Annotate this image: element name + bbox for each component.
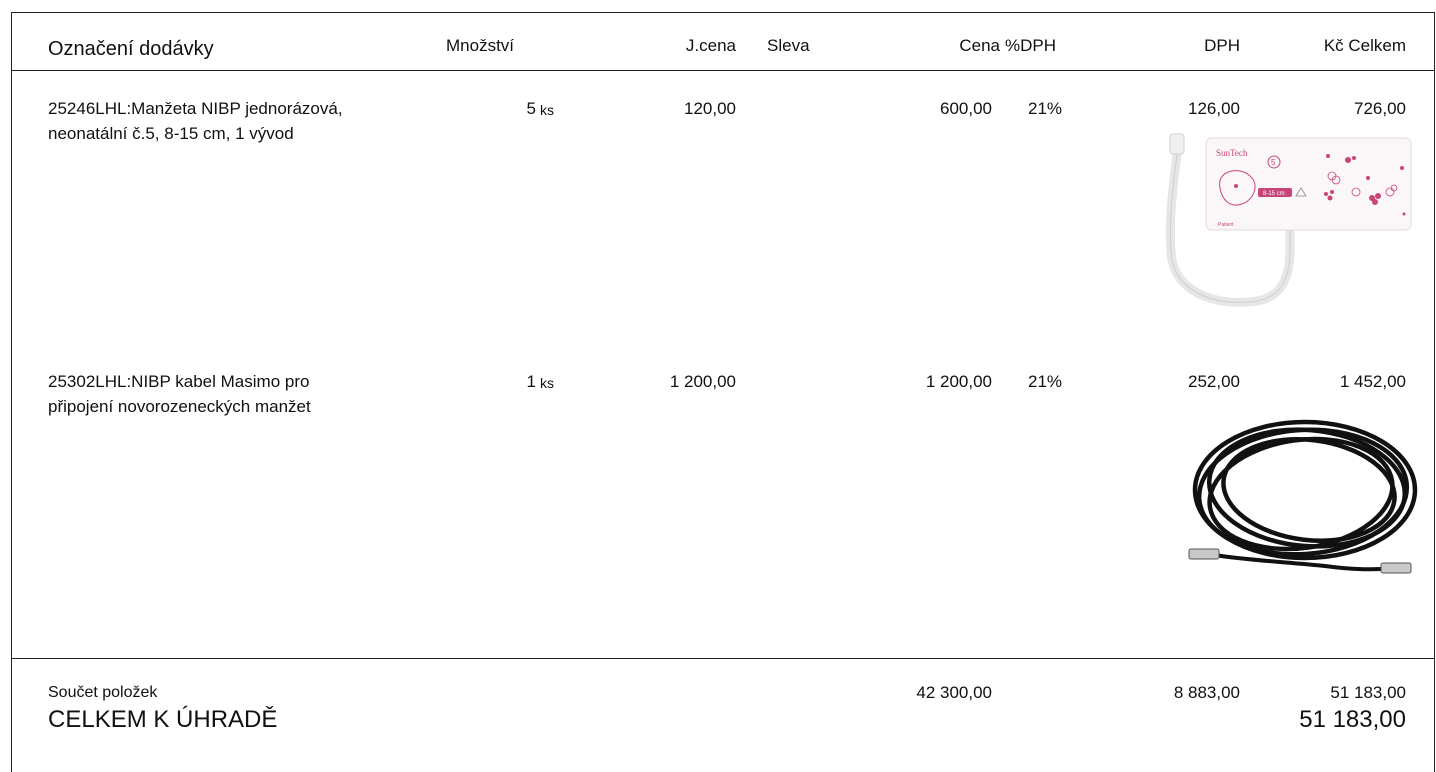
item-name-line: připojení novorozeneckých manžet	[48, 397, 311, 416]
item-price: 600,00	[940, 99, 992, 118]
item-unit-price: 1 200,00	[669, 372, 736, 391]
item-name-line: neonatální č.5, 8-15 cm, 1 vývod	[48, 124, 294, 143]
item-vat-rate: 21%	[1028, 372, 1063, 391]
item-unit: ks	[540, 375, 554, 391]
item-name: 25246LHL:Manžeta NIBP jednorázová, neona…	[48, 96, 408, 146]
item-name-line: 25246LHL:Manžeta NIBP jednorázová,	[48, 99, 343, 118]
item-vat-rate: 21%	[1028, 99, 1063, 118]
cuff-number: 5	[1271, 158, 1276, 167]
cable-photo	[1188, 419, 1418, 574]
summary-vat: 8 883,00	[1173, 683, 1240, 702]
item-total: 726,00	[1354, 99, 1406, 118]
item-unit-price: 120,00	[684, 99, 736, 118]
grand-total-value: 51 183,00	[1299, 706, 1406, 733]
cuff-brand: SunTech	[1216, 148, 1248, 158]
item-name-line: 25302LHL:NIBP kabel Masimo pro	[48, 372, 310, 391]
col-header-unit-price: J.cena	[685, 36, 736, 55]
col-header-qty: Množství	[446, 36, 515, 55]
item-unit: ks	[540, 102, 554, 118]
col-header-vat: DPH	[1204, 36, 1240, 55]
invoice-frame	[11, 12, 1435, 772]
summary-total: 51 183,00	[1330, 683, 1406, 702]
header-divider	[11, 70, 1435, 71]
item-qty: 1	[526, 372, 536, 391]
item-qty: 5	[526, 99, 536, 118]
col-header-price: Cena	[959, 36, 1000, 55]
item-name: 25302LHL:NIBP kabel Masimo pro připojení…	[48, 369, 408, 419]
item-total: 1 452,00	[1339, 372, 1406, 391]
col-header-item: Označení dodávky	[48, 38, 214, 60]
summary-label: Součet položek	[48, 684, 158, 701]
grand-total-label: CELKEM K ÚHRADĚ	[48, 706, 278, 733]
summary-divider	[11, 658, 1435, 659]
item-vat: 126,00	[1188, 99, 1240, 118]
summary-price: 42 300,00	[916, 683, 992, 702]
svg-text:Patient: Patient	[1218, 222, 1234, 228]
col-header-discount: Sleva	[767, 36, 810, 55]
item-vat: 252,00	[1188, 372, 1240, 391]
item-price: 1 200,00	[925, 372, 992, 391]
cuff-photo: SunTech 5 8-15 cm Patient	[1165, 133, 1412, 307]
cuff-size: 8-15 cm	[1263, 191, 1285, 197]
col-header-total: Kč Celkem	[1323, 36, 1406, 55]
col-header-vat-rate: %DPH	[1005, 36, 1057, 55]
